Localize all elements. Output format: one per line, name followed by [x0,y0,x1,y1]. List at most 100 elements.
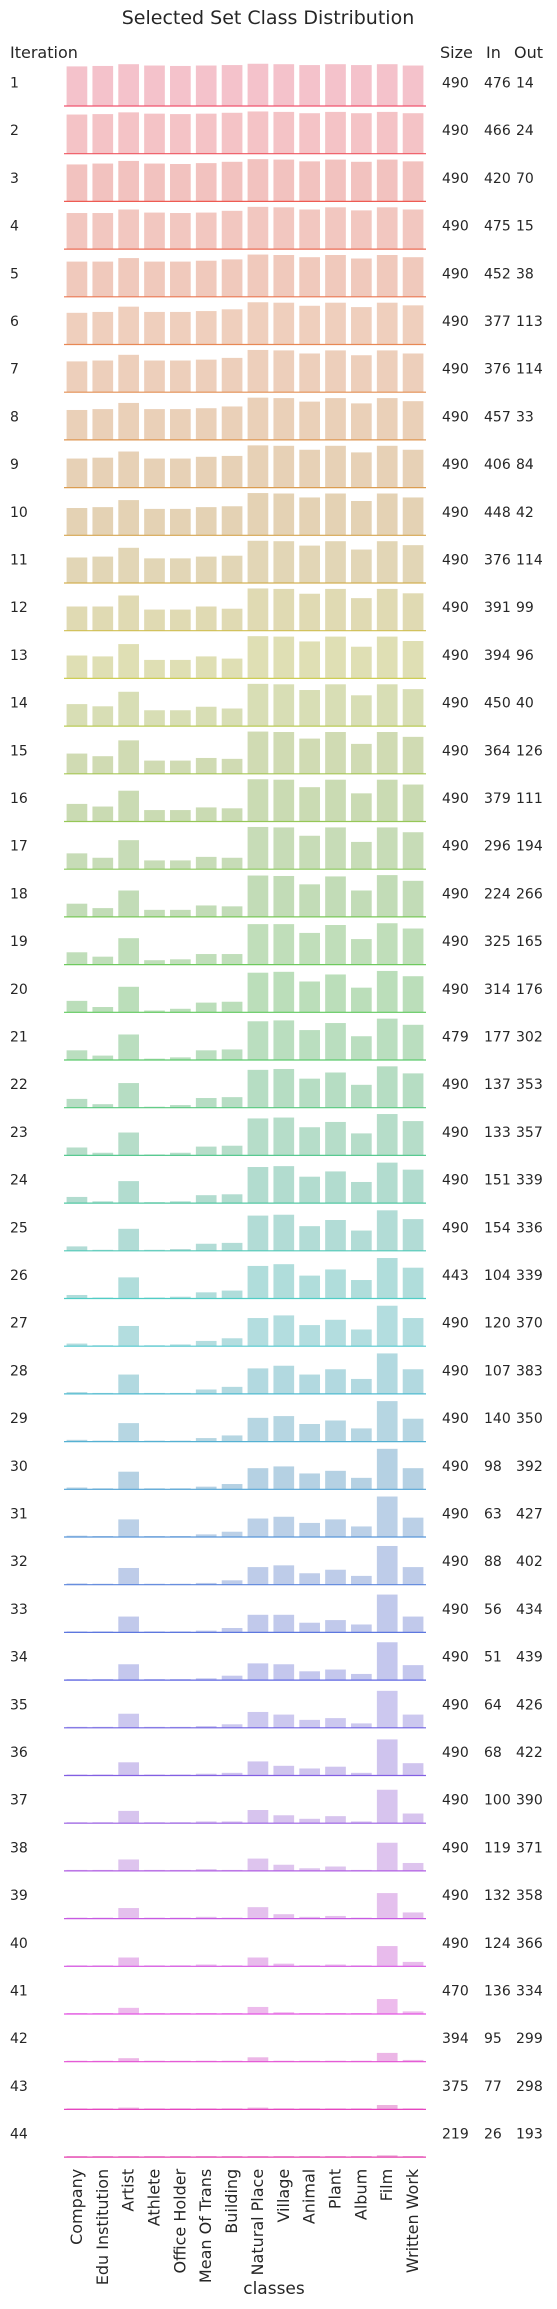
bar-mean-of-trans [195,606,217,631]
size-value: 490 [442,171,469,187]
bar-village [273,255,295,297]
bar-artist [118,1277,139,1299]
bar-company [66,1392,88,1394]
bar-plant [325,1915,346,1919]
bar-company [66,952,88,965]
bar-building [221,708,243,727]
iteration-row-17: 17 490 296 194 [10,826,543,870]
size-value: 490 [442,266,469,282]
bar-village [273,1664,295,1681]
bar-animal [299,257,320,297]
size-value: 490 [442,1077,469,1093]
iteration-label: 36 [10,1745,28,1761]
bar-written-work [402,1369,424,1394]
bar-village [273,1214,295,1251]
bar-building [221,1242,243,1251]
bar-album [351,355,372,393]
bar-artist [118,64,139,106]
out-value: 383 [516,1363,543,1379]
bar-building [221,406,243,440]
out-value: 42 [516,505,534,521]
bar-village [273,875,295,917]
bar-artist [118,691,139,727]
size-value: 490 [442,1411,469,1427]
chart-title: Selected Set Class Distribution [122,7,415,29]
x-tick-athlete: Athlete [145,2169,164,2226]
bar-written-work [402,1121,424,1156]
iteration-label: 30 [10,1459,28,1475]
bar-plant [325,1369,346,1394]
bar-mean-of-trans [195,556,217,583]
bar-artist [118,986,139,1013]
size-value: 443 [442,1268,469,1284]
in-value: 77 [484,2079,502,2095]
bar-film [376,970,398,1013]
out-value: 114 [516,553,543,569]
bar-album [351,113,372,154]
bar-athlete [144,760,165,774]
bar-natural-place [247,540,269,583]
in-value: 377 [484,314,511,330]
bar-plant [325,779,346,822]
bar-album [351,258,372,297]
bar-company [66,753,88,774]
bar-village [273,1416,295,1442]
in-value: 448 [484,505,511,521]
size-value: 490 [442,791,469,807]
bar-artist [118,402,139,440]
bar-plant [325,493,346,536]
bar-village [273,2012,295,2014]
bar-mean-of-trans [195,408,217,440]
iteration-row-27: 27 490 120 370 [10,1305,543,1347]
iteration-label: 28 [10,1363,28,1379]
bar-mean-of-trans [195,1098,217,1108]
bar-office-holder [170,213,191,250]
in-value: 68 [484,1745,502,1761]
bar-film [376,1353,398,1394]
bar-film [376,1305,398,1347]
bar-natural-place [247,1318,269,1347]
out-value: 427 [516,1507,543,1523]
out-value: 366 [516,1936,543,1952]
bar-building [221,455,243,488]
out-value: 114 [516,362,543,378]
bar-mean-of-trans [195,905,217,917]
bar-building [221,1580,243,1585]
bar-film [376,1210,398,1251]
bar-artist [118,1132,139,1156]
bar-album [351,939,372,965]
size-value: 490 [442,457,469,473]
iteration-row-19: 19 490 325 165 [10,923,543,966]
bar-athlete [144,960,165,965]
bar-company [66,606,88,631]
bar-office-holder [170,1152,191,1156]
bar-village [273,732,295,774]
bar-animal [299,593,320,631]
bar-artist [118,1957,139,1967]
bar-animal [299,1325,320,1347]
bar-office-holder [170,1249,191,1251]
bar-office-holder [170,261,191,297]
bar-building [221,506,243,536]
bar-plant [325,1171,346,1204]
bar-company [66,213,88,250]
bar-animal [299,305,320,345]
bar-mean-of-trans [195,1964,217,1967]
bar-written-work [402,401,424,440]
bar-edu-institution [92,457,114,488]
bar-building [221,1484,243,1490]
bar-mean-of-trans [195,260,217,297]
size-value: 490 [442,1459,469,1475]
bar-mean-of-trans [195,1582,217,1585]
bar-plant [325,636,346,679]
iteration-label: 19 [10,934,28,950]
x-tick-natural-place: Natural Place [248,2169,267,2276]
bar-animal [299,1768,320,1776]
bar-plant [325,732,346,774]
size-column-header: Size [440,43,473,62]
out-value: 339 [516,1173,543,1189]
bar-company [66,1535,88,1537]
iteration-label: 29 [10,1411,28,1427]
bar-mean-of-trans [195,1726,217,1728]
bar-plant [325,1816,346,1824]
